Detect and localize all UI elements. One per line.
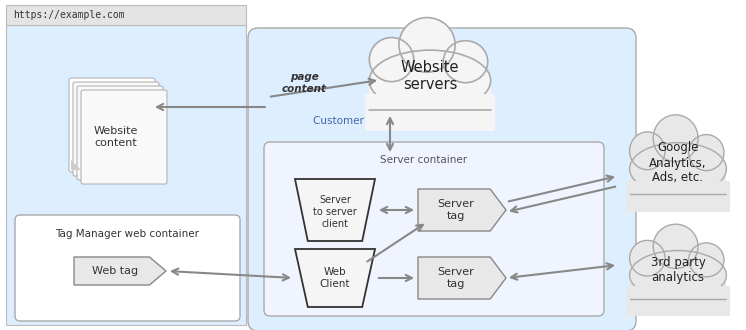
- Bar: [630, 274, 727, 309]
- Ellipse shape: [630, 143, 727, 195]
- Ellipse shape: [653, 115, 698, 162]
- Bar: [626, 181, 730, 212]
- Text: 3rd party
analytics: 3rd party analytics: [651, 256, 706, 284]
- Text: Server
tag: Server tag: [438, 267, 474, 289]
- Ellipse shape: [399, 17, 455, 72]
- Ellipse shape: [630, 240, 665, 276]
- FancyBboxPatch shape: [6, 5, 246, 25]
- FancyBboxPatch shape: [81, 90, 167, 184]
- Polygon shape: [418, 189, 506, 231]
- Ellipse shape: [443, 41, 488, 83]
- Text: Server
tag: Server tag: [438, 199, 474, 221]
- Ellipse shape: [369, 50, 491, 111]
- Bar: [369, 79, 491, 123]
- Text: Google
Analytics,
Ads, etc.: Google Analytics, Ads, etc.: [649, 142, 706, 184]
- Ellipse shape: [689, 243, 724, 277]
- Polygon shape: [295, 249, 375, 307]
- Text: Tag Manager web container: Tag Manager web container: [55, 229, 199, 239]
- Text: Web
Client: Web Client: [320, 267, 351, 289]
- Text: Website
content: Website content: [94, 126, 138, 148]
- Text: https://example.com: https://example.com: [13, 10, 125, 20]
- Ellipse shape: [369, 38, 414, 82]
- Ellipse shape: [630, 250, 727, 300]
- Polygon shape: [74, 257, 166, 285]
- Polygon shape: [418, 257, 506, 299]
- Polygon shape: [71, 160, 81, 170]
- Polygon shape: [295, 179, 375, 241]
- FancyBboxPatch shape: [15, 215, 240, 321]
- Text: Server container: Server container: [380, 155, 468, 165]
- FancyBboxPatch shape: [6, 25, 246, 325]
- Text: Server
to server
client: Server to server client: [313, 195, 357, 229]
- Text: page
content: page content: [282, 72, 327, 94]
- FancyBboxPatch shape: [264, 142, 604, 316]
- Text: Website
servers: Website servers: [401, 60, 460, 92]
- FancyBboxPatch shape: [69, 78, 155, 172]
- Text: Web tag: Web tag: [92, 266, 138, 276]
- Ellipse shape: [653, 224, 698, 268]
- Text: Customer's cloud: Customer's cloud: [313, 116, 404, 126]
- Ellipse shape: [630, 132, 665, 170]
- Bar: [365, 94, 495, 131]
- FancyBboxPatch shape: [77, 86, 163, 180]
- Bar: [630, 167, 727, 205]
- FancyBboxPatch shape: [73, 82, 159, 176]
- Ellipse shape: [689, 135, 724, 171]
- Bar: [626, 286, 730, 316]
- FancyBboxPatch shape: [248, 28, 636, 330]
